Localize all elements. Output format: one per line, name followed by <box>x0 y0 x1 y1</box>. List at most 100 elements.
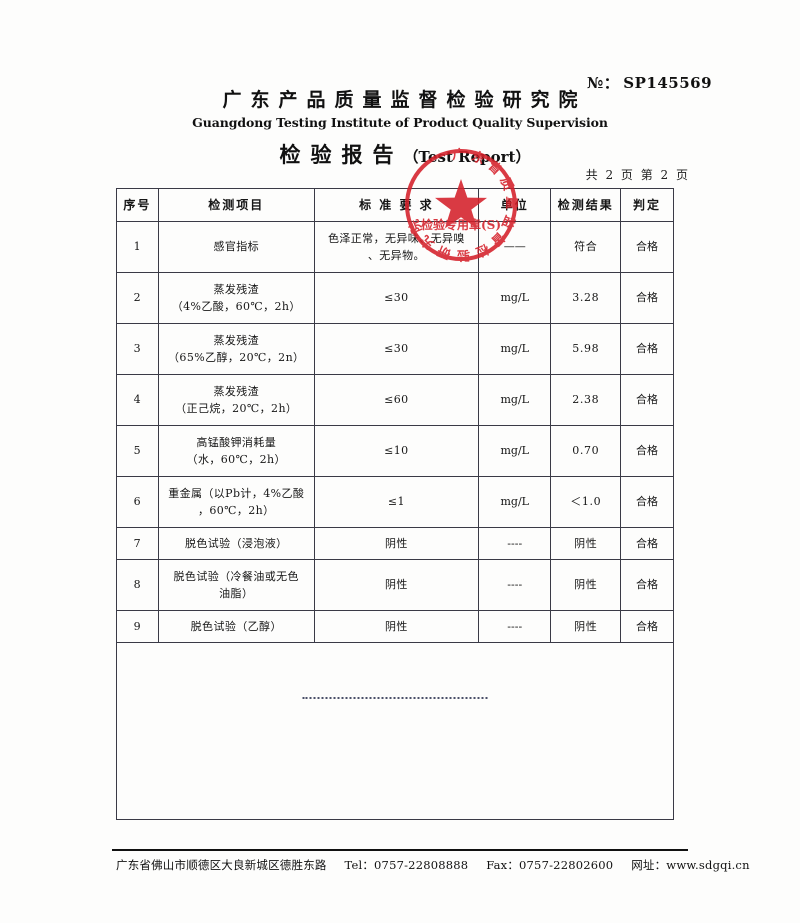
cell-item-line1: 蒸发残渣 <box>213 333 260 347</box>
cell-requirement: ≤10 <box>313 425 480 477</box>
column-header-requirement: 标 准 要 求 <box>313 188 480 222</box>
cell-unit: mg/L <box>478 374 552 426</box>
page-title-cn: 检验报告 <box>279 141 404 167</box>
table-header: 序号 检测项目 标 准 要 求 单位 检测结果 判定 <box>116 188 674 222</box>
cell-verdict-line1: 合格 <box>636 495 659 509</box>
cell-unit: ---- <box>478 559 552 611</box>
cell-unit-line1: ---- <box>507 536 523 550</box>
cell-requirement-line1: 阴性 <box>384 619 408 633</box>
table-row: 9 脱色试验（乙醇） 阴性 ---- 阴性 合格 <box>116 610 674 643</box>
cell-unit-line1: ---- <box>507 578 523 592</box>
column-header-no: 序号 <box>116 188 159 222</box>
cell-item-line1: 脱色试验（乙醇） <box>190 619 282 633</box>
cell-unit: mg/L <box>478 425 552 477</box>
cell-result: 0.70 <box>550 425 622 477</box>
cell-no: 6 <box>116 476 159 528</box>
cell-verdict-line1: 合格 <box>636 578 659 592</box>
cell-no: 4 <box>116 374 159 426</box>
cell-item-line1: 脱色试验（浸泡液） <box>184 536 288 550</box>
table-row: 2 蒸发残渣 （4%乙酸，60℃，2h） ≤30 mg/L 3.28 合格 <box>116 272 674 324</box>
report-number: №： SP145569 <box>587 72 712 93</box>
footer-address: 广东省佛山市顺德区大良新城区德胜东路 <box>116 858 327 872</box>
cell-no-line1: 3 <box>133 342 142 356</box>
cell-no: 1 <box>116 221 159 273</box>
cell-verdict-line1: 合格 <box>636 291 659 305</box>
table-row: 5 高锰酸钾消耗量 （水，60℃，2h） ≤10 mg/L 0.70 合格 <box>116 425 674 477</box>
table-row: 4 蒸发残渣 （正己烷，20℃，2h） ≤60 mg/L 2.38 合格 <box>116 374 674 426</box>
table-header-row: 序号 检测项目 标 准 要 求 单位 检测结果 判定 <box>116 188 674 222</box>
footer-tel: Tel：0757-22808888 <box>344 858 469 872</box>
cell-unit: ---- <box>478 527 552 560</box>
cell-item-line1: 高锰酸钾消耗量 <box>196 435 277 449</box>
cell-verdict-line1: 合格 <box>636 240 659 254</box>
cell-unit: mg/L <box>478 323 552 375</box>
cell-unit: mg/L <box>478 476 552 528</box>
footer-divider <box>112 849 688 851</box>
cell-item-line2: ，60℃，2h） <box>197 504 275 517</box>
cell-requirement-line1: 阴性 <box>384 536 408 550</box>
cell-item-line1: 重金属（以Pb计，4%乙酸 <box>168 486 305 500</box>
cell-result: 3.28 <box>550 272 622 324</box>
cell-verdict: 合格 <box>620 221 674 273</box>
cell-result-line1: 阴性 <box>574 536 598 550</box>
cell-requirement-line1: ≤1 <box>387 495 405 509</box>
column-header-verdict: 判定 <box>620 188 674 222</box>
cell-requirement-line1: 阴性 <box>384 578 408 592</box>
cell-verdict: 合格 <box>620 527 674 560</box>
cell-unit-line1: mg/L <box>500 444 529 458</box>
cell-no: 5 <box>116 425 159 477</box>
report-number-label: №： <box>586 74 620 92</box>
cell-unit: mg/L <box>478 272 552 324</box>
cell-item-line1: 脱色试验（冷餐油或无色 <box>173 569 299 583</box>
cell-unit: ---- <box>478 610 552 643</box>
table-row: 3 蒸发残渣 （65%乙醇，20℃，2n） ≤30 mg/L 5.98 合格 <box>116 323 674 375</box>
page-title: 检验报告（Test Report） <box>0 139 800 169</box>
cell-item: 蒸发残渣 （正己烷，20℃，2h） <box>157 374 315 426</box>
cell-item: 蒸发残渣 （4%乙酸，60℃，2h） <box>157 272 315 324</box>
organization-name-cn: 广东产品质量监督检验研究院 <box>222 89 587 111</box>
cell-result-line1: 5.98 <box>572 342 600 356</box>
cell-requirement-line1: ≤10 <box>384 444 409 458</box>
cell-result: 5.98 <box>550 323 622 375</box>
cell-result: 阴性 <box>550 559 622 611</box>
cell-verdict: 合格 <box>620 323 674 375</box>
cell-result-line1: 3.28 <box>572 291 600 305</box>
cell-unit-line1: mg/L <box>500 393 529 407</box>
cell-unit-line1: ---- <box>507 619 523 633</box>
cell-requirement-line1: 色泽正常，无异味、无异嗅 <box>327 231 465 245</box>
column-header-unit: 单位 <box>478 188 552 222</box>
cell-item: 高锰酸钾消耗量 （水，60℃，2h） <box>157 425 315 477</box>
cell-no: 2 <box>116 272 159 324</box>
cell-no-line1: 6 <box>133 495 142 509</box>
cell-verdict-line1: 合格 <box>636 536 659 550</box>
cell-verdict: 合格 <box>620 425 674 477</box>
cell-item: 重金属（以Pb计，4%乙酸 ，60℃，2h） <box>157 476 315 528</box>
table-row: 6 重金属（以Pb计，4%乙酸 ，60℃，2h） ≤1 mg/L ＜1.0 合格 <box>116 476 674 528</box>
cell-result: 2.38 <box>550 374 622 426</box>
cell-no-line1: 9 <box>133 619 142 633</box>
table-blank-area <box>116 569 674 820</box>
cell-item-line1: 蒸发残渣 <box>213 282 260 296</box>
cell-requirement: 色泽正常，无异味、无异嗅 、无异物。 <box>313 221 480 273</box>
cell-item-line1: 蒸发残渣 <box>213 384 260 398</box>
cell-no-line1: 5 <box>133 444 142 458</box>
cell-verdict: 合格 <box>620 610 674 643</box>
cell-verdict: 合格 <box>620 272 674 324</box>
cell-verdict: 合格 <box>620 559 674 611</box>
cell-unit-line1: mg/L <box>500 342 529 356</box>
cell-requirement-line1: ≤30 <box>384 342 409 356</box>
cell-result-line1: 阴性 <box>574 619 598 633</box>
table-row: 7 脱色试验（浸泡液） 阴性 ---- 阴性 合格 <box>116 527 674 560</box>
cell-no-line1: 7 <box>133 536 142 550</box>
footer-website: 网址：www.sdgqi.cn <box>631 858 750 872</box>
cell-requirement: ≤30 <box>313 323 480 375</box>
cell-requirement: ≤60 <box>313 374 480 426</box>
cell-item: 脱色试验（乙醇） <box>157 610 315 643</box>
end-of-report-dashed-line <box>302 697 488 699</box>
cell-result-line1: 2.38 <box>572 393 600 407</box>
cell-requirement: ≤30 <box>313 272 480 324</box>
report-number-value: SP145569 <box>623 74 712 92</box>
cell-no: 7 <box>116 527 159 560</box>
cell-requirement: ≤1 <box>313 476 480 528</box>
